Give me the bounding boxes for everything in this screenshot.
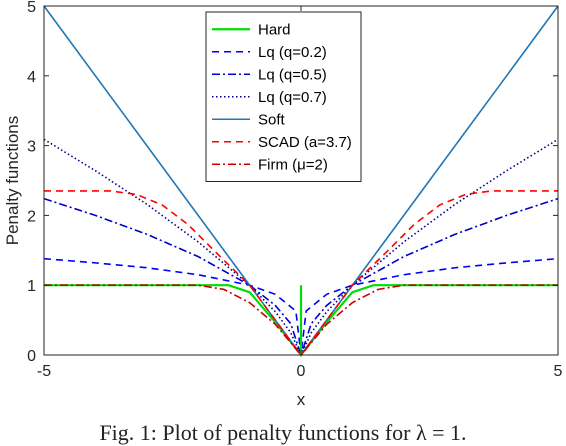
x-tick-label-0: -5 [37, 363, 51, 380]
y-tick-label-2: 2 [27, 208, 36, 225]
legend-box [205, 11, 362, 182]
legend-label-3: Lq (q=0.7) [258, 89, 327, 106]
legend-label-0: Hard [258, 21, 291, 38]
x-tick-label-2: 5 [554, 363, 563, 380]
series-line-2 [43, 197, 559, 358]
figure-caption: Fig. 1: Plot of penalty functions for λ … [99, 420, 467, 445]
y-tick-label-3: 3 [27, 139, 36, 156]
legend-label-4: Soft [258, 111, 286, 128]
legend-label-2: Lq (q=0.5) [258, 66, 327, 83]
y-tick-label-1: 1 [27, 278, 36, 295]
legend: Hard Lq (q=0.2) Lq (q=0.5) Lq (q=0.7) Soft SC… [205, 11, 362, 182]
y-tick-label-4: 4 [27, 69, 36, 86]
series-line-6 [44, 284, 558, 357]
legend-label-1: Lq (q=0.2) [258, 44, 327, 61]
legend-label-5: SCAD (a=3.7) [258, 134, 352, 151]
x-tick-label-1: 0 [297, 363, 306, 380]
y-tick-label-0: 0 [27, 348, 36, 365]
x-axis-label: x [297, 390, 306, 409]
legend-label-6: Firm (μ=2) [258, 156, 328, 173]
y-axis-label: Penalty functions [3, 116, 22, 245]
y-tick-label-5: 5 [27, 0, 36, 16]
